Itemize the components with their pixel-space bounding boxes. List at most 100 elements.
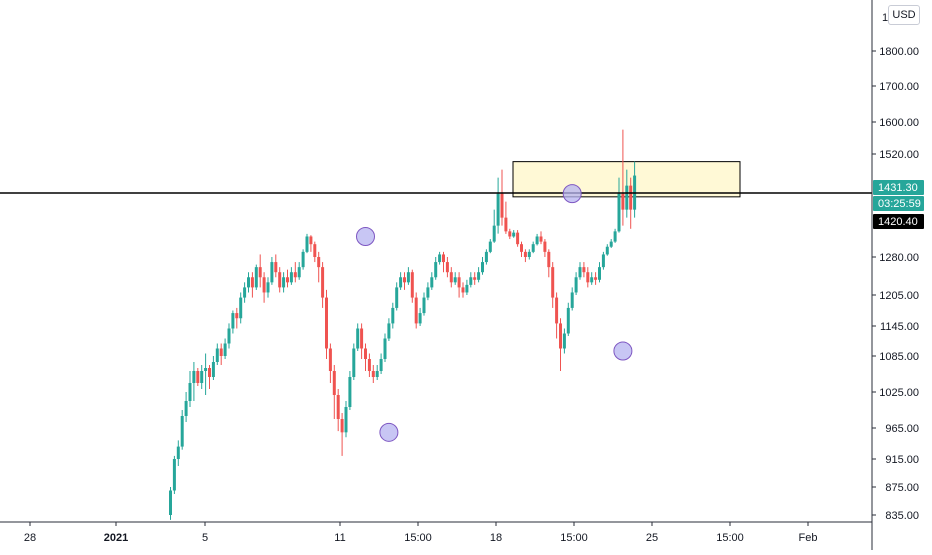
- candle-body: [293, 272, 297, 278]
- y-tick-label: 1085.00: [879, 351, 919, 363]
- candle-body: [317, 257, 321, 268]
- candle-body: [414, 297, 418, 324]
- horizontal-level-label: 1420.40: [878, 216, 918, 228]
- x-tick-label: 5: [202, 532, 208, 544]
- candle-body: [360, 328, 364, 349]
- y-tick-label: 1600.00: [879, 117, 919, 129]
- candle-body: [422, 297, 426, 314]
- candle-body: [305, 236, 309, 252]
- candle-body: [434, 262, 438, 278]
- candle-body: [208, 368, 211, 377]
- candle-body: [204, 368, 208, 371]
- countdown-label: 03:25:59: [878, 198, 921, 210]
- candle-body: [492, 225, 496, 242]
- candle-body: [496, 193, 500, 226]
- y-tick-label: 875.00: [885, 482, 919, 494]
- candle-body: [289, 272, 293, 283]
- candle-body: [516, 232, 520, 245]
- candle-body: [301, 251, 305, 268]
- candle-body: [215, 348, 219, 362]
- candle-body: [609, 241, 613, 247]
- candle-body: [332, 371, 336, 395]
- candle-body: [223, 343, 227, 356]
- candle-body: [274, 262, 278, 273]
- candle-body: [570, 292, 574, 308]
- candle-body: [403, 277, 406, 283]
- candle-body: [531, 244, 535, 252]
- y-tick-label: 965.00: [885, 423, 919, 435]
- candle-body: [512, 232, 516, 237]
- candle-body: [418, 313, 422, 324]
- y-tick-label: 1280.00: [879, 252, 919, 264]
- circled-point: [356, 226, 375, 246]
- x-tick-label: 11: [334, 532, 345, 544]
- candle-body: [469, 277, 473, 285]
- candle-body: [328, 348, 332, 371]
- candle-body: [605, 246, 609, 255]
- last-price-label: 1431.30: [878, 182, 918, 194]
- candle-body: [176, 446, 180, 459]
- candle-body: [508, 231, 512, 237]
- y-tick-label: 1145.00: [880, 321, 919, 333]
- x-tick-label: 15:00: [560, 532, 588, 544]
- candle-body: [426, 287, 430, 298]
- y-tick-label: 915.00: [885, 454, 919, 466]
- candle-body: [504, 217, 508, 232]
- candle-body: [547, 251, 551, 268]
- candle-body: [321, 267, 325, 298]
- candle-body: [484, 251, 488, 263]
- candle-body: [383, 338, 387, 359]
- y-tick-label-partial: 1: [882, 12, 888, 24]
- candle-body: [266, 282, 270, 293]
- candle-body: [340, 419, 344, 433]
- candle-body: [192, 371, 196, 383]
- candle-body: [449, 272, 453, 283]
- candle-body: [235, 313, 239, 319]
- x-tick-label: 2021: [104, 532, 128, 544]
- candle-body: [442, 254, 445, 263]
- price-labels-layer: 1431.30 03:25:59 1420.40: [873, 180, 924, 229]
- candle-body: [375, 371, 379, 377]
- candle-body: [430, 277, 434, 288]
- candle-body: [539, 236, 543, 242]
- x-tick-label: 25: [646, 532, 658, 544]
- candle-body: [613, 231, 617, 242]
- candle-body: [297, 267, 301, 278]
- candle-body: [247, 277, 250, 288]
- candle-body: [231, 313, 235, 329]
- candle-body: [172, 459, 176, 491]
- candle-body: [219, 348, 223, 356]
- candle-body: [325, 297, 328, 349]
- candle-body: [211, 362, 215, 377]
- candle-body: [559, 323, 562, 349]
- candles-layer: [169, 129, 637, 520]
- candle-body: [356, 328, 360, 349]
- candle-body: [629, 185, 633, 210]
- candle-body: [188, 383, 192, 401]
- candle-body: [488, 241, 492, 252]
- candle-body: [254, 267, 258, 288]
- candle-body: [250, 277, 254, 288]
- y-tick-label: 1025.00: [879, 387, 919, 399]
- candle-body: [562, 333, 566, 349]
- candle-body: [367, 359, 371, 371]
- candle-body: [184, 401, 188, 416]
- candle-body: [453, 277, 457, 283]
- candle-body: [286, 277, 289, 283]
- candle-body: [391, 307, 395, 324]
- candle-body: [406, 272, 410, 283]
- candle-body: [465, 284, 469, 293]
- circled-point: [613, 341, 633, 361]
- candle-body: [527, 251, 531, 257]
- currency-button[interactable]: USD: [888, 5, 920, 25]
- candle-body: [243, 287, 247, 298]
- candle-body: [399, 277, 403, 288]
- y-tick-label: 1700.00: [879, 81, 919, 93]
- circled-points-layer: [356, 184, 633, 442]
- candle-body: [352, 348, 356, 377]
- candle-body: [258, 267, 262, 278]
- candle-body: [239, 297, 243, 319]
- x-tick-label: 15:00: [404, 532, 432, 544]
